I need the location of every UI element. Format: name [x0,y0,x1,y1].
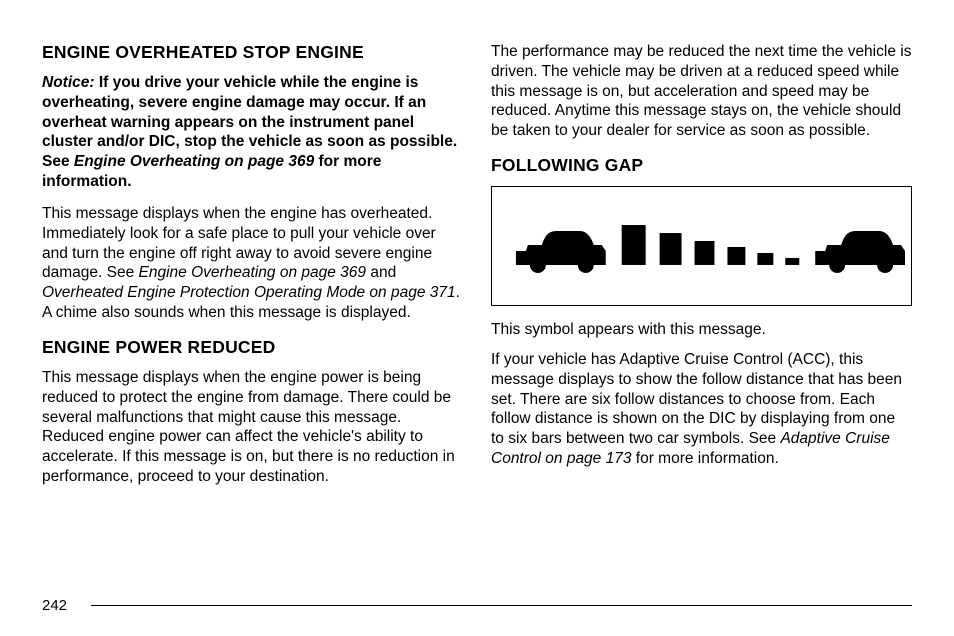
right-column: The performance may be reduced the next … [491,42,912,497]
figure-caption: This symbol appears with this message. [491,320,912,340]
following-gap-svg [492,187,911,305]
overheat-body: This message displays when the engine ha… [42,204,463,323]
notice-ref: Engine Overheating on page 369 [74,153,314,170]
overheat-ref2: Overheated Engine Protection Operating M… [42,284,456,301]
page-number: 242 [42,597,67,614]
power-reduced-body: This message displays when the engine po… [42,368,463,487]
power-reduced-cont: The performance may be reduced the next … [491,42,912,141]
overheat-mid: and [366,264,396,281]
following-gap-body: If your vehicle has Adaptive Cruise Cont… [491,350,912,469]
heading-engine-overheated: ENGINE OVERHEATED STOP ENGINE [42,42,463,63]
overheat-ref1: Engine Overheating on page 369 [139,264,367,281]
notice-paragraph: Notice: If you drive your vehicle while … [42,73,463,192]
page-footer: 242 [42,597,912,614]
two-column-layout: ENGINE OVERHEATED STOP ENGINE Notice: If… [42,42,912,497]
following-gap-figure [491,186,912,306]
footer-rule [91,605,912,606]
heading-following-gap: FOLLOWING GAP [491,155,912,176]
left-column: ENGINE OVERHEATED STOP ENGINE Notice: If… [42,42,463,497]
heading-power-reduced: ENGINE POWER REDUCED [42,337,463,358]
manual-page: ENGINE OVERHEATED STOP ENGINE Notice: If… [0,0,954,636]
notice-label: Notice: [42,74,95,91]
gap-body-b: for more information. [631,450,778,467]
